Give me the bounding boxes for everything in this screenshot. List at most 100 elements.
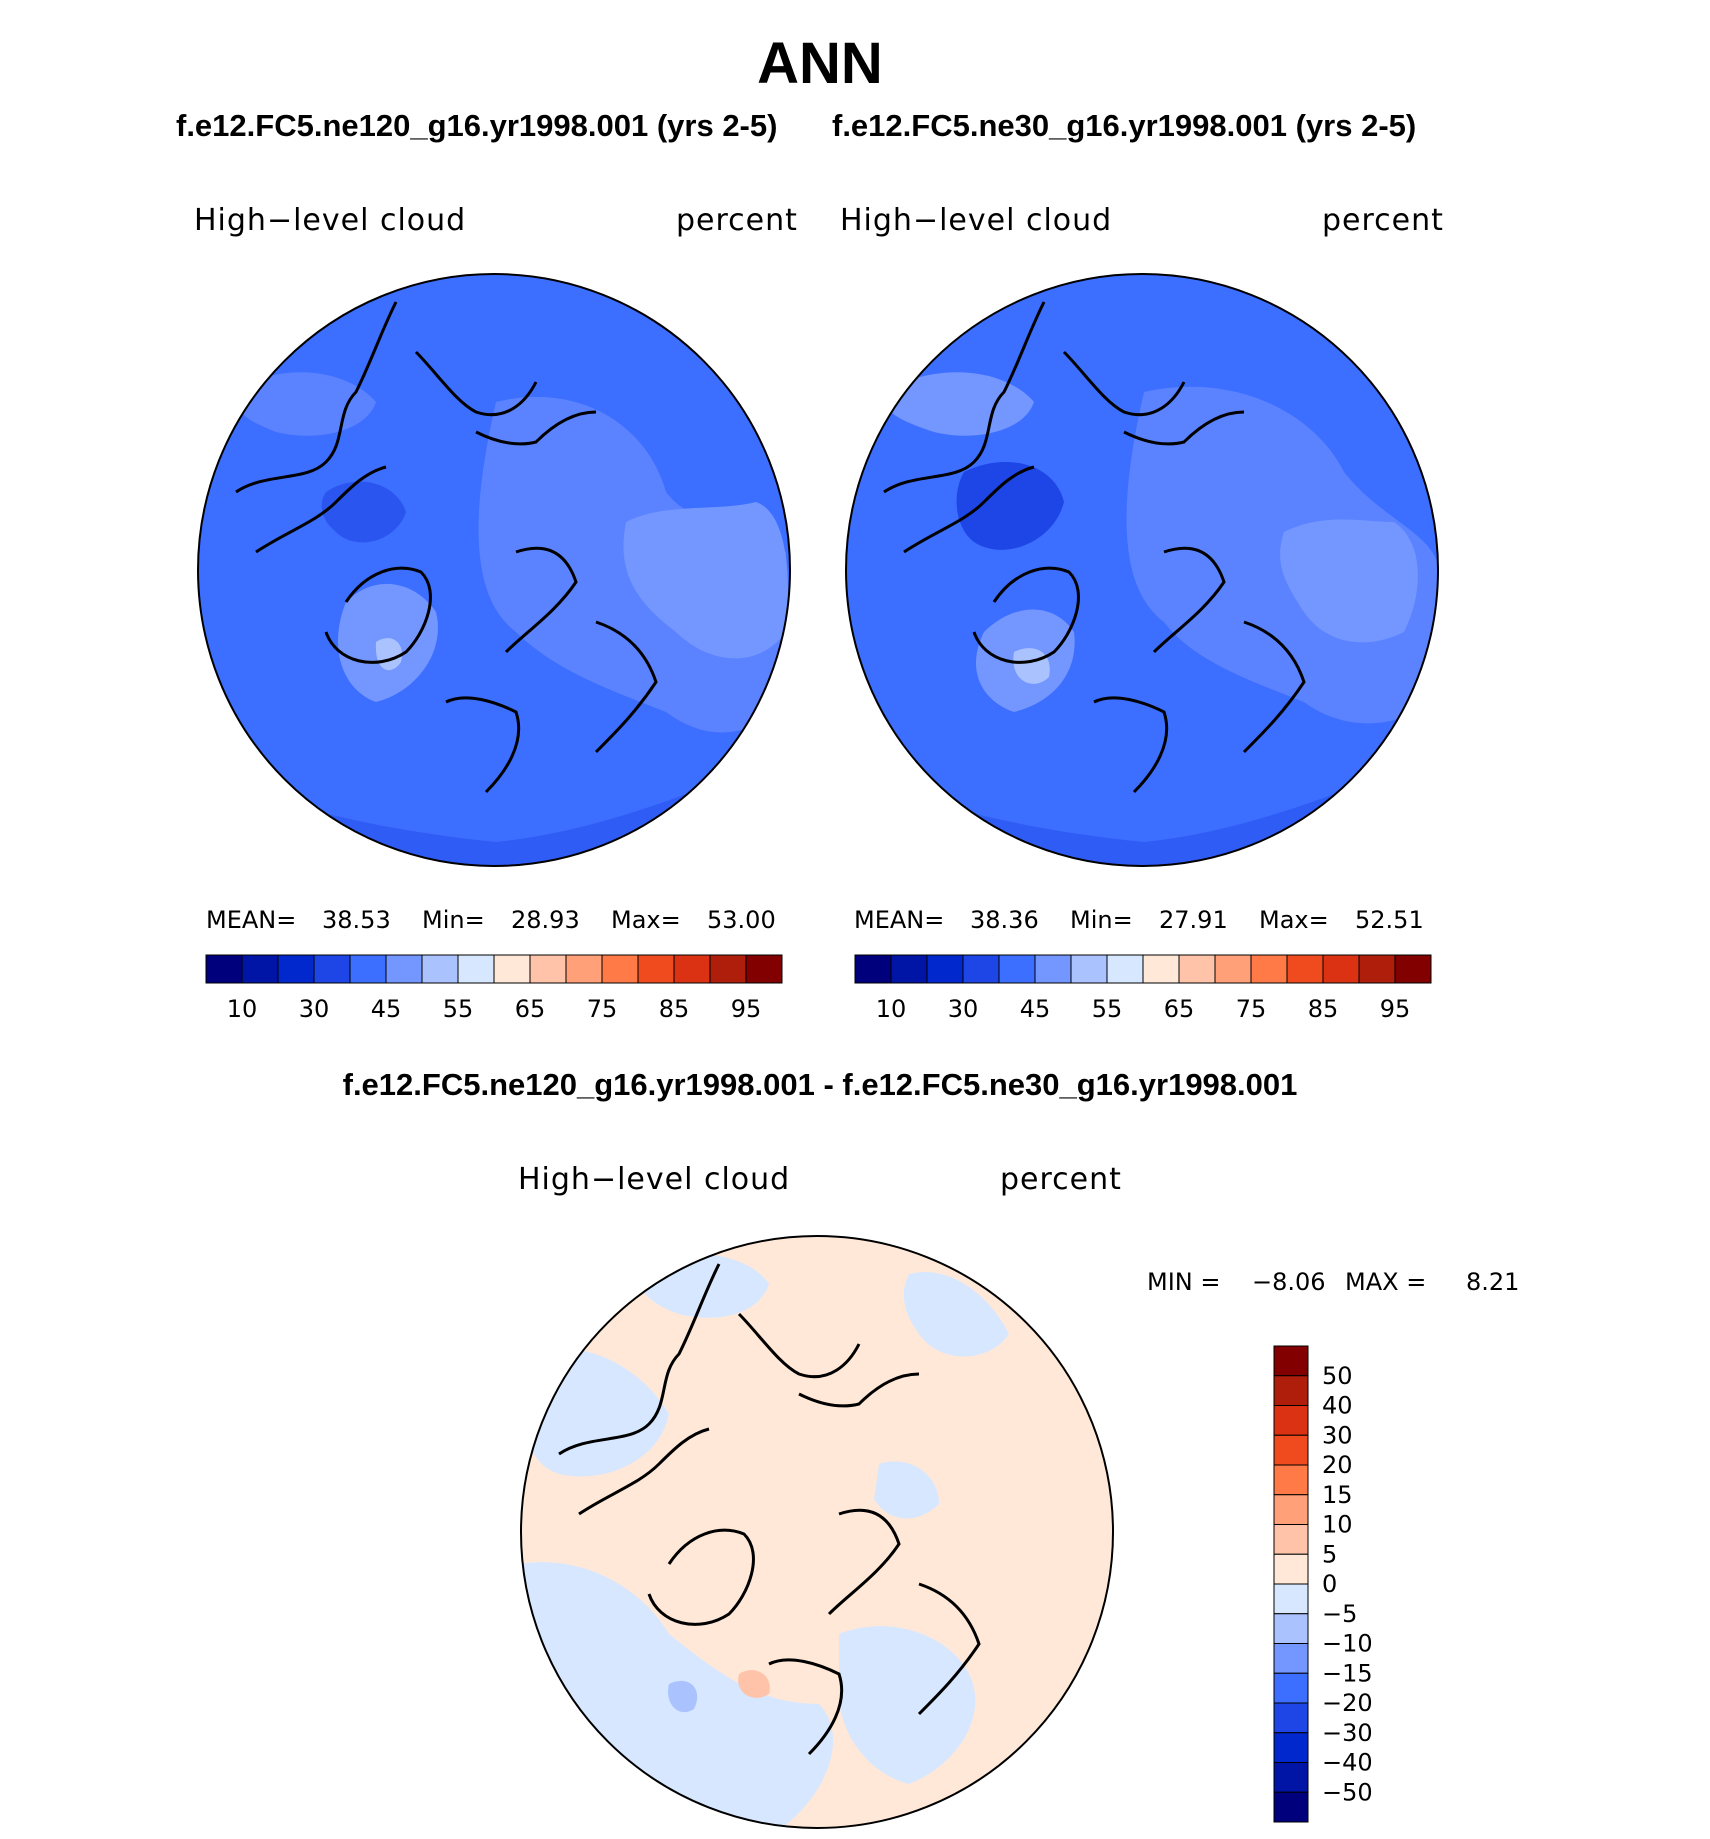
colorbar3-swatch	[1273, 1643, 1309, 1674]
colorbar1-tick-label: 45	[371, 995, 402, 1023]
panel2-units-label: percent	[1322, 203, 1444, 238]
colorbar1-tick-label: 30	[299, 995, 330, 1023]
colorbar2-swatch	[890, 954, 928, 984]
colorbar1-swatch	[277, 954, 315, 984]
colorbar2-swatch	[998, 954, 1036, 984]
colorbar3-tick-label: −15	[1322, 1659, 1373, 1687]
colorbar2-swatch	[1178, 954, 1216, 984]
colorbar3-swatch	[1273, 1464, 1309, 1496]
panel3-variable-label: High−level cloud	[518, 1162, 791, 1197]
colorbar3-tick-label: −20	[1322, 1689, 1373, 1717]
colorbar3-tick-label: 5	[1322, 1540, 1337, 1568]
colorbar1-swatch	[673, 954, 711, 984]
colorbar1-swatch	[349, 954, 387, 984]
colorbar1-swatch	[637, 954, 675, 984]
colorbar2-swatch	[1106, 954, 1144, 984]
colorbar3-swatch	[1273, 1702, 1309, 1734]
colorbar3-tick-label: 15	[1322, 1481, 1353, 1509]
map1-field-light-north-atlantic	[235, 372, 376, 436]
colorbar3-tick-label: −50	[1322, 1778, 1373, 1806]
panel2-variable-label: High−level cloud	[840, 203, 1113, 238]
panel2-max-label: Max=	[1259, 906, 1329, 934]
panel1-mean-label: MEAN=	[206, 906, 297, 934]
map2-field-lighter-patch	[1013, 648, 1050, 684]
colorbar1-swatch	[745, 954, 783, 984]
colorbar1-swatch	[457, 954, 495, 984]
colorbar3-swatch	[1273, 1494, 1309, 1525]
panel1-mean-value: 38.53	[322, 906, 391, 934]
panel2-max-value: 52.51	[1355, 906, 1424, 934]
colorbar3-swatch	[1273, 1732, 1309, 1763]
map2-field-light-pacific	[1280, 519, 1418, 643]
colorbar2-tick-label: 85	[1308, 995, 1339, 1023]
map1-field-light-pacific	[623, 502, 789, 659]
colorbar2-swatch	[1394, 954, 1432, 984]
colorbar3-swatch	[1273, 1762, 1309, 1793]
panel2-min-value: 27.91	[1159, 906, 1228, 934]
panel1-max-label: Max=	[611, 906, 681, 934]
colorbar3-tick-label: 30	[1322, 1421, 1353, 1449]
colorbar2-tick-label: 75	[1236, 995, 1267, 1023]
colorbar3-swatch	[1273, 1405, 1309, 1436]
colorbar1-tick-label: 55	[443, 995, 474, 1023]
colorbar3-swatch	[1273, 1375, 1309, 1406]
colorbar3-tick-label: 10	[1322, 1511, 1353, 1539]
colorbar3-swatch	[1273, 1672, 1309, 1704]
colorbar2-swatch	[1250, 954, 1288, 984]
panel3-units-label: percent	[1000, 1162, 1122, 1197]
panel2-min-label: Min=	[1070, 906, 1133, 934]
colorbar1-tick-label: 10	[227, 995, 258, 1023]
panel1-units-label: percent	[676, 203, 798, 238]
colorbar3-tick-label: −5	[1322, 1600, 1357, 1628]
colorbar1-swatch	[385, 954, 423, 984]
map3-coastline-eurasia	[737, 1312, 981, 1756]
colorbar1-tick-label: 85	[659, 995, 690, 1023]
colorbar-panel1: 10 30 45 55 65 75 85 95	[205, 954, 783, 1023]
map2-field-dark-archipelago	[956, 462, 1064, 550]
colorbar3-tick-label: 50	[1322, 1362, 1353, 1390]
colorbar1-swatch	[241, 954, 279, 984]
colorbar-panel2: 10 30 45 55 65 75 85 95	[854, 954, 1432, 1023]
colorbar3-tick-label: 40	[1322, 1392, 1353, 1420]
panel1-min-value: 28.93	[511, 906, 580, 934]
panel1-min-label: Min=	[422, 906, 485, 934]
colorbar2-swatch	[1214, 954, 1252, 984]
map3-field-negative-northeast	[903, 1272, 1009, 1357]
panel1-max-value: 53.00	[707, 906, 776, 934]
map2-field-light-north-atlantic	[883, 372, 1034, 436]
colorbar1-swatch	[205, 954, 243, 984]
colorbar2-tick-label: 65	[1164, 995, 1195, 1023]
colorbar2-tick-label: 95	[1380, 995, 1411, 1023]
panel3-min-label: MIN =	[1147, 1268, 1221, 1296]
case1-title: f.e12.FC5.ne120_g16.yr1998.001 (yrs 2-5)	[176, 108, 778, 143]
colorbar1-tick-label: 75	[587, 995, 618, 1023]
map2-coastline-eurasia	[1062, 350, 1306, 794]
colorbar3-tick-label: −40	[1322, 1749, 1373, 1777]
colorbar2-swatch	[1322, 954, 1360, 984]
panel3-max-value: 8.21	[1466, 1268, 1520, 1296]
figure-title: ANN	[757, 31, 883, 96]
panel2-mean-label: MEAN=	[854, 906, 945, 934]
map-panel3	[520, 1235, 1114, 1829]
panel2-mean-value: 38.36	[970, 906, 1039, 934]
colorbar3-tick-label: −10	[1322, 1630, 1373, 1658]
map3-field-negative-strong	[668, 1680, 698, 1713]
colorbar2-tick-label: 45	[1020, 995, 1051, 1023]
map3-field-negative-europe	[839, 1626, 976, 1784]
colorbar3-swatch	[1273, 1583, 1309, 1615]
colorbar3-swatch	[1273, 1345, 1309, 1377]
colorbar2-swatch	[1034, 954, 1072, 984]
map2-coastline-north-america	[883, 301, 1080, 664]
colorbar3-tick-label: 0	[1322, 1570, 1337, 1598]
colorbar1-swatch	[565, 954, 603, 984]
colorbar1-swatch	[313, 954, 351, 984]
colorbar3-swatch	[1273, 1434, 1309, 1466]
colorbar2-tick-label: 55	[1092, 995, 1123, 1023]
colorbar3-swatch	[1273, 1553, 1309, 1585]
map1-coastline-north-america	[235, 301, 432, 664]
map3-coastline-north-america	[558, 1263, 755, 1626]
colorbar1-swatch	[529, 954, 567, 984]
colorbar2-swatch	[854, 954, 892, 984]
colorbar3-tick-label: −30	[1322, 1719, 1373, 1747]
